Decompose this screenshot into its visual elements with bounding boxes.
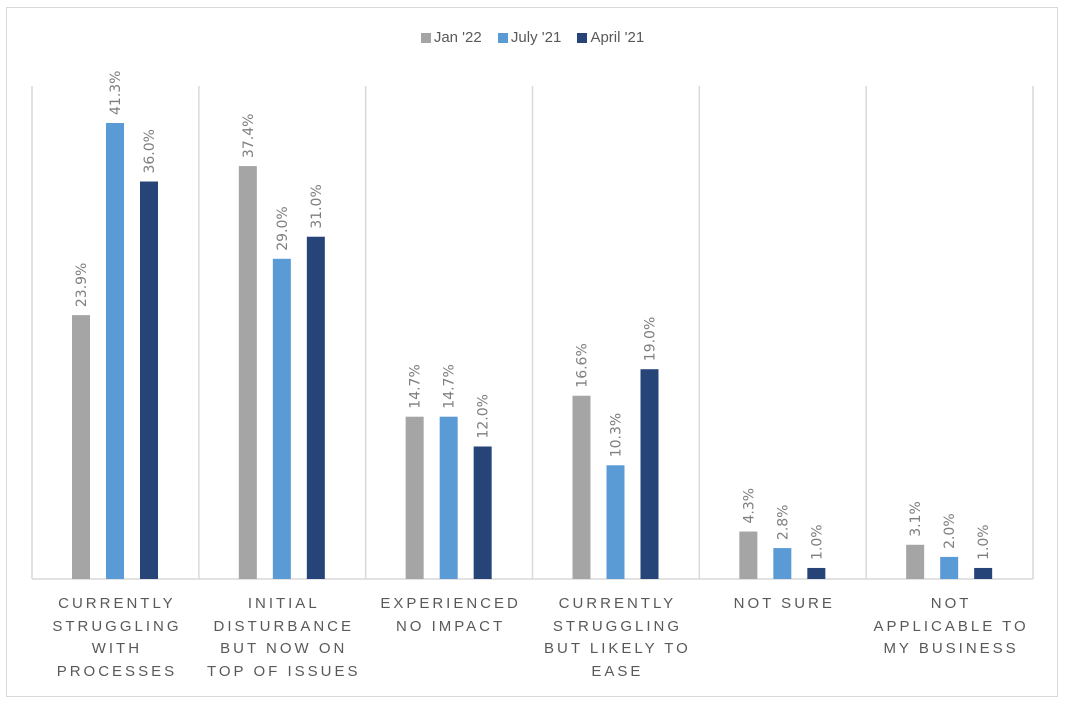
data-label: 14.7% bbox=[442, 364, 458, 408]
bar-jan-22-initial-disturbance-but-now-on-top-of-issues bbox=[238, 166, 257, 579]
data-label: 23.9% bbox=[74, 263, 90, 307]
bar-july-21-currently-struggling-but-likely-to-ease bbox=[606, 465, 625, 579]
bar-april-21-initial-disturbance-but-now-on-top-of-issues bbox=[306, 236, 325, 579]
category-label-currently-struggling-but-likely-to-ease: CURRENTLY STRUGGLING BUT LIKELY TO EASE bbox=[543, 595, 691, 680]
bar-april-21-not-applicable-to-my-business bbox=[974, 567, 993, 579]
legend-item-july-21: July '21 bbox=[497, 29, 562, 46]
bar-april-21-experienced-no-impact bbox=[473, 446, 492, 579]
data-label: 10.3% bbox=[609, 413, 625, 457]
data-label: 1.0% bbox=[809, 524, 825, 560]
bar-jan-22-currently-struggling-but-likely-to-ease bbox=[572, 395, 591, 579]
legend-label-july-21: July '21 bbox=[510, 29, 562, 46]
bar-april-21-currently-struggling-with-processes bbox=[140, 181, 158, 579]
data-label: 37.4% bbox=[241, 114, 257, 158]
category-label-experienced-no-impact: EXPERIENCED NO IMPACT bbox=[380, 595, 521, 635]
data-label: 16.6% bbox=[575, 343, 591, 387]
category-label-not-applicable-to-my-business: NOT APPLICABLE TO MY BUSINESS bbox=[873, 595, 1029, 657]
bar-jan-22-currently-struggling-with-processes bbox=[72, 315, 90, 579]
data-label: 41.3% bbox=[108, 71, 124, 115]
legend-swatch-april-21 bbox=[577, 32, 588, 43]
legend-item-april-21: April '21 bbox=[577, 29, 644, 46]
bar-jan-22-not-sure bbox=[739, 531, 758, 579]
legend-label-april-21: April '21 bbox=[590, 29, 645, 46]
legend-swatch-july-21 bbox=[497, 32, 508, 43]
bar-april-21-currently-struggling-but-likely-to-ease bbox=[640, 369, 659, 579]
bar-july-21-initial-disturbance-but-now-on-top-of-issues bbox=[272, 258, 291, 579]
legend-label-jan-22: Jan '22 bbox=[433, 29, 482, 46]
data-label: 4.3% bbox=[741, 488, 757, 524]
bar-april-21-not-sure bbox=[807, 567, 826, 579]
data-label: 2.8% bbox=[775, 505, 791, 541]
bar-jan-22-not-applicable-to-my-business bbox=[906, 544, 925, 579]
legend: Jan '22 July '21 April '21 bbox=[0, 29, 1065, 47]
data-label: 2.0% bbox=[942, 513, 958, 549]
bar-jan-22-experienced-no-impact bbox=[405, 416, 424, 579]
bar-july-21-not-sure bbox=[773, 548, 792, 579]
data-label: 12.0% bbox=[476, 394, 492, 438]
data-label: 19.0% bbox=[643, 317, 659, 361]
legend-swatch-jan-22 bbox=[420, 32, 431, 43]
data-label: 36.0% bbox=[142, 129, 158, 173]
category-label-not-sure: NOT SURE bbox=[733, 595, 835, 612]
bar-july-21-experienced-no-impact bbox=[439, 416, 458, 579]
bar-july-21-not-applicable-to-my-business bbox=[940, 556, 959, 579]
category-label-currently-struggling-with-processes: CURRENTLY STRUGGLING WITH PROCESSES bbox=[52, 595, 182, 680]
bar-july-21-currently-struggling-with-processes bbox=[106, 123, 124, 579]
legend-item-jan-22: Jan '22 bbox=[420, 29, 482, 46]
data-label: 31.0% bbox=[309, 184, 325, 228]
data-label: 3.1% bbox=[908, 501, 924, 537]
category-label-initial-disturbance-but-now-on-top-of-issues: INITIAL DISTURBANCE BUT NOW ON TOP OF IS… bbox=[207, 595, 361, 680]
data-label: 14.7% bbox=[408, 364, 424, 408]
data-label: 1.0% bbox=[976, 524, 992, 560]
data-label: 29.0% bbox=[275, 206, 291, 250]
